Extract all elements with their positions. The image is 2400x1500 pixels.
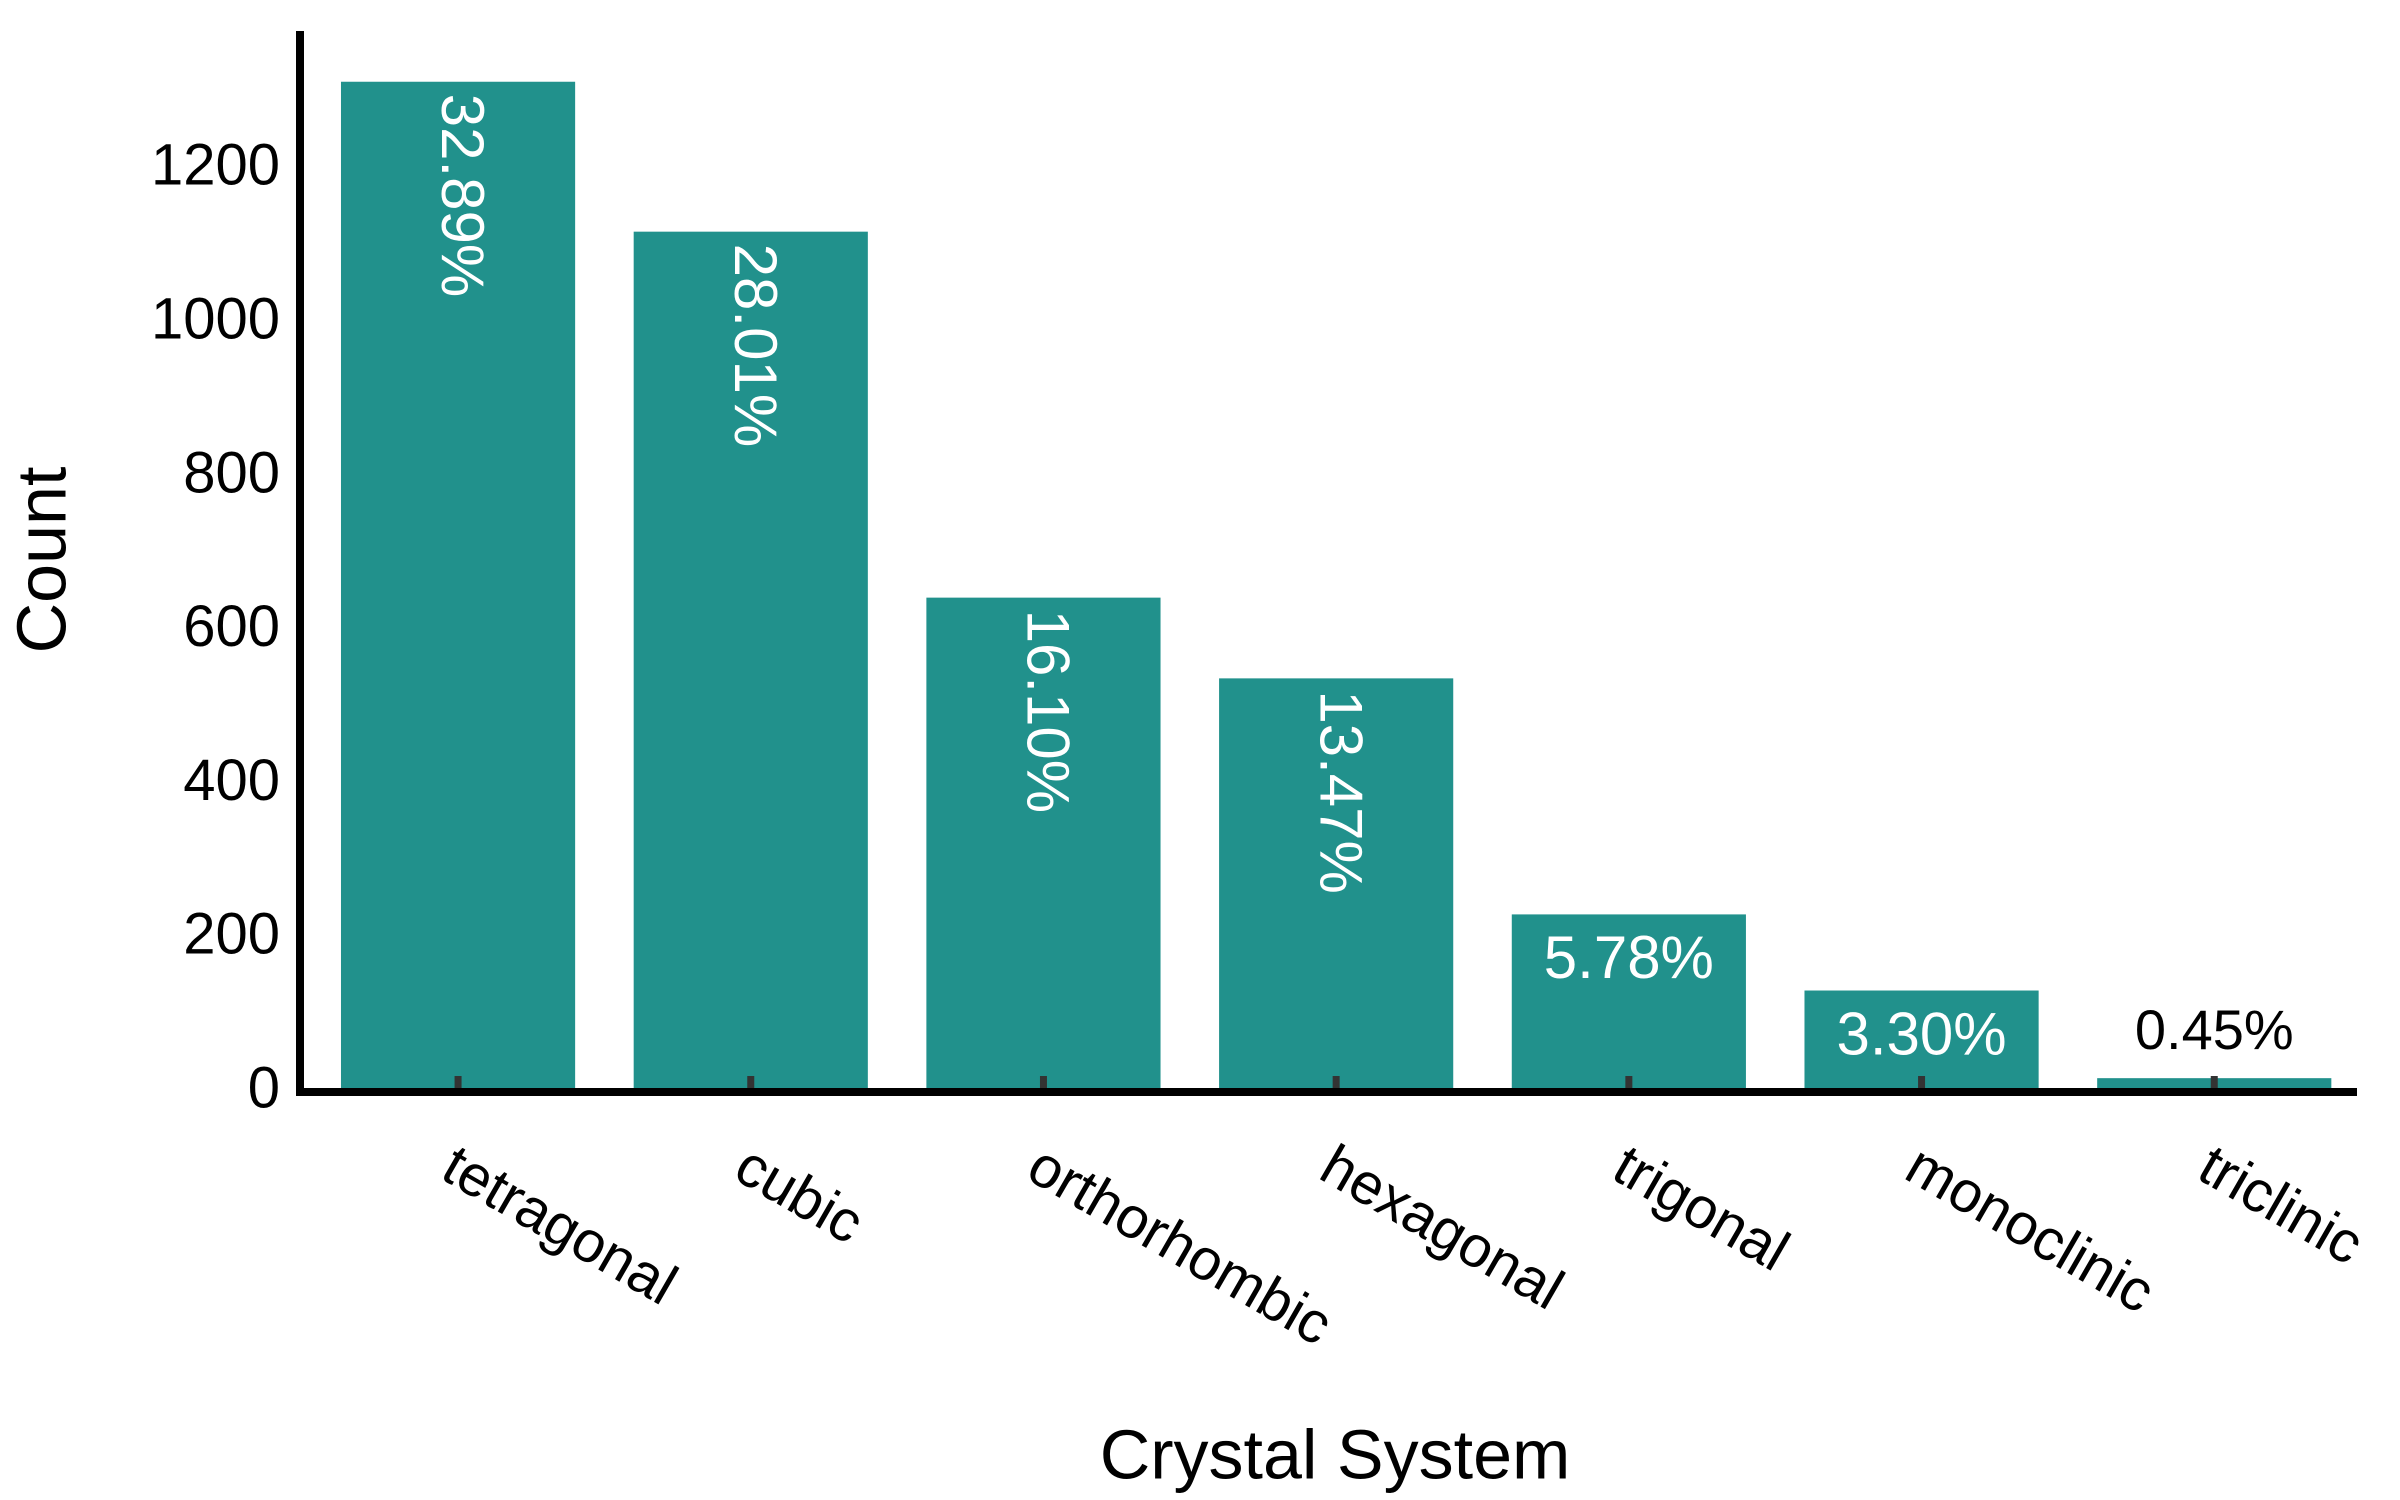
x-tick-label: trigonal xyxy=(1603,1132,1800,1283)
bar-label: 13.47% xyxy=(1307,690,1374,894)
x-tick-label: hexagonal xyxy=(1310,1132,1574,1322)
bar xyxy=(1804,990,2039,1092)
bar xyxy=(1219,678,1454,1092)
x-tick-label: tetragonal xyxy=(432,1132,688,1317)
bar-label: 28.01% xyxy=(722,244,789,448)
x-tick-label: triclinic xyxy=(2188,1132,2374,1277)
y-axis-label: Count xyxy=(2,467,80,654)
x-axis-label: Crystal System xyxy=(1100,1415,1571,1493)
y-tick-label: 400 xyxy=(183,748,280,813)
y-tick-label: 200 xyxy=(183,902,280,967)
bar xyxy=(926,597,1161,1092)
bar-label: 0.45% xyxy=(2135,998,2294,1061)
y-tick-label: 1200 xyxy=(151,133,280,198)
y-tick-label: 1000 xyxy=(151,286,280,351)
bar-label: 32.89% xyxy=(429,94,496,298)
x-tick-label: monoclinic xyxy=(1895,1132,2165,1325)
bar xyxy=(1511,914,1746,1092)
bar-label: 5.78% xyxy=(1544,924,1714,991)
bar xyxy=(633,231,868,1093)
bar-label: 3.30% xyxy=(1836,1000,2006,1067)
bar-label: 16.10% xyxy=(1015,610,1082,814)
x-tick-label: orthorhombic xyxy=(1017,1132,1343,1358)
bar xyxy=(340,81,576,1093)
y-tick-label: 800 xyxy=(183,440,280,505)
y-tick-label: 0 xyxy=(248,1055,280,1120)
x-tick-label: cubic xyxy=(725,1132,875,1256)
y-tick-label: 600 xyxy=(183,594,280,659)
